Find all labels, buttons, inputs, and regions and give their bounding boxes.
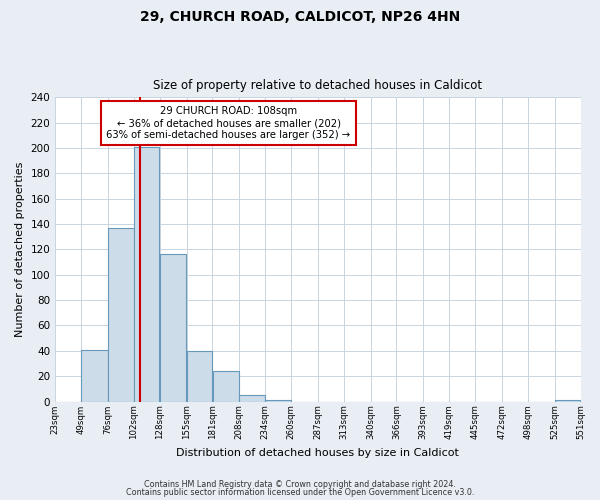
Bar (160, 254, 186, 402)
X-axis label: Distribution of detached houses by size in Caldicot: Distribution of detached houses by size … (176, 448, 459, 458)
Bar (187, 351, 212, 402)
Bar (134, 147, 160, 402)
Bar (108, 228, 134, 402)
Y-axis label: Number of detached properties: Number of detached properties (15, 162, 25, 337)
Bar (239, 395, 265, 402)
Bar (265, 400, 291, 402)
Text: Contains HM Land Registry data © Crown copyright and database right 2024.: Contains HM Land Registry data © Crown c… (144, 480, 456, 489)
Text: 29 CHURCH ROAD: 108sqm
← 36% of detached houses are smaller (202)
63% of semi-de: 29 CHURCH ROAD: 108sqm ← 36% of detached… (106, 106, 350, 140)
Text: 29, CHURCH ROAD, CALDICOT, NP26 4HN: 29, CHURCH ROAD, CALDICOT, NP26 4HN (140, 10, 460, 24)
Text: Contains public sector information licensed under the Open Government Licence v3: Contains public sector information licen… (126, 488, 474, 497)
Bar (555, 400, 580, 402)
Bar (212, 371, 239, 402)
Bar (81, 350, 107, 402)
Title: Size of property relative to detached houses in Caldicot: Size of property relative to detached ho… (153, 79, 482, 92)
